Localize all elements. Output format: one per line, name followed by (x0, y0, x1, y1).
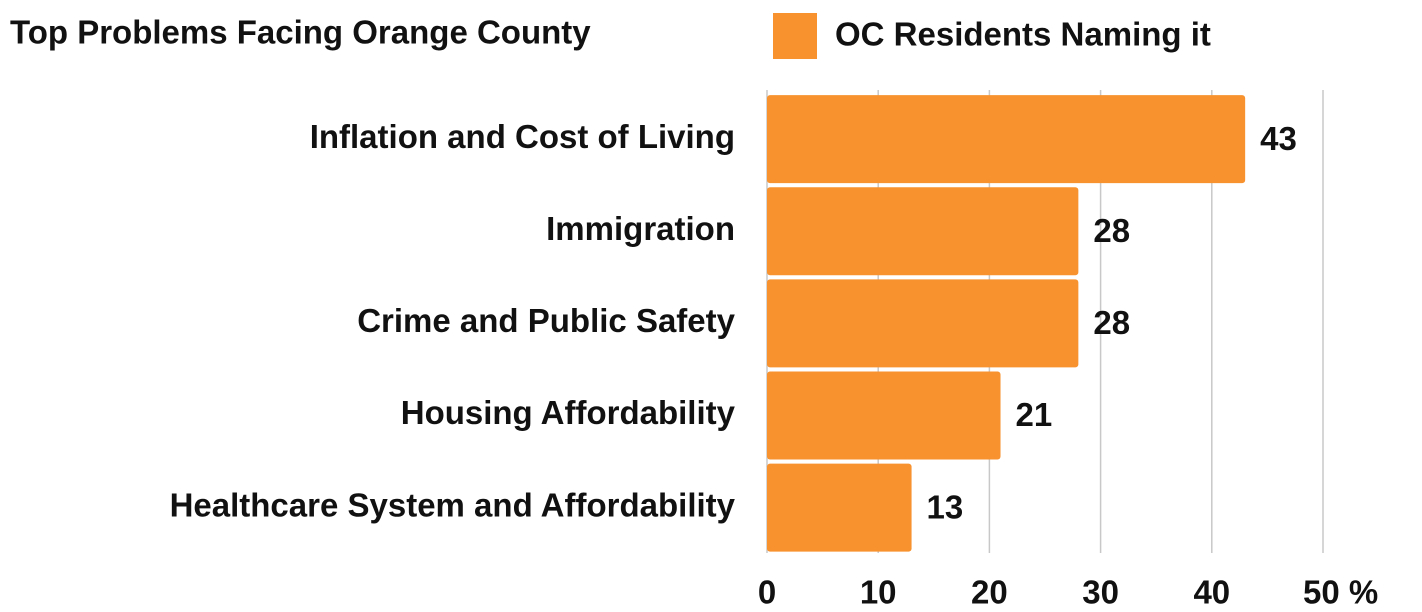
y-tick-label: Crime and Public Safety (357, 302, 735, 339)
bar (767, 463, 912, 552)
bar (767, 95, 1246, 184)
x-tick-label: 40 (1193, 574, 1230, 611)
bar (767, 279, 1079, 368)
data-label: 43 (1260, 120, 1297, 157)
x-tick-label: 20 (971, 574, 1008, 611)
x-tick-label: 10 (860, 574, 897, 611)
y-tick-label: Inflation and Cost of Living (310, 118, 735, 155)
data-label: 28 (1093, 304, 1130, 341)
y-tick-label: Immigration (546, 210, 735, 247)
y-tick-label: Housing Affordability (401, 394, 736, 431)
data-label: 28 (1093, 212, 1130, 249)
x-tick-label: 30 (1082, 574, 1119, 611)
chart-title: Top Problems Facing Orange County (10, 14, 591, 51)
bar (767, 371, 1001, 460)
legend-label: OC Residents Naming it (835, 16, 1211, 53)
y-tick-label: Healthcare System and Affordability (170, 486, 736, 523)
data-label: 21 (1016, 396, 1053, 433)
bar (767, 187, 1079, 276)
legend-swatch (773, 13, 817, 59)
x-tick-label: 0 (758, 574, 776, 611)
x-tick-label: 50 % (1303, 574, 1378, 611)
data-label: 13 (927, 488, 964, 525)
